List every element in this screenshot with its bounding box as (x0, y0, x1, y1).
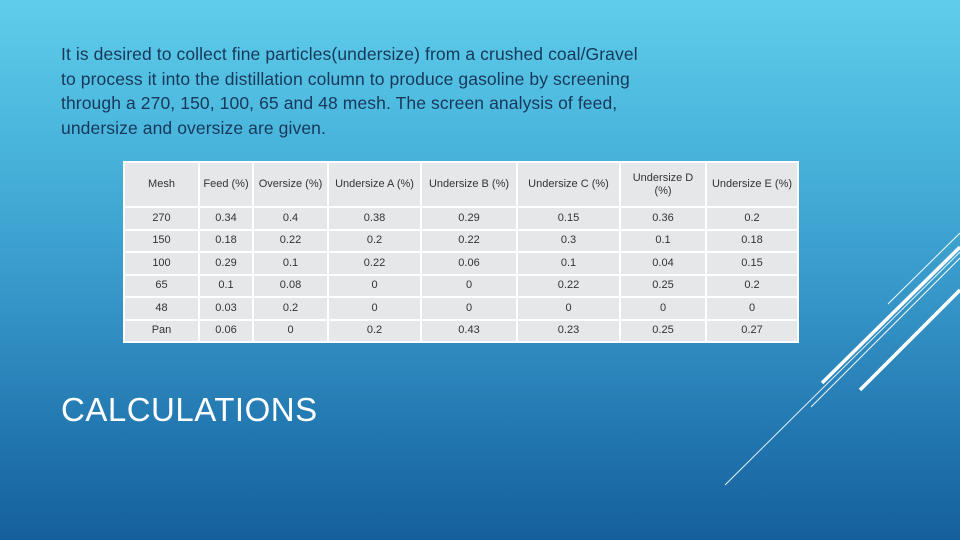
problem-statement: It is desired to collect fine particles(… (61, 42, 741, 140)
header-oversize: Oversize (%) (252, 161, 329, 208)
cell-undersize-d: 0.25 (619, 318, 707, 343)
header-mesh: Mesh (123, 161, 200, 208)
screen-analysis-table-container: Mesh Feed (%) Oversize (%) Undersize A (… (123, 161, 799, 343)
cell-undersize-a: 0.2 (327, 228, 422, 253)
cell-oversize: 0 (252, 318, 329, 343)
cell-undersize-b: 0.43 (420, 318, 518, 343)
cell-undersize-d: 0.04 (619, 251, 707, 276)
cell-oversize: 0.2 (252, 296, 329, 321)
cell-undersize-c: 0.15 (516, 206, 621, 231)
cell-mesh: 48 (123, 296, 200, 321)
cell-oversize: 0.08 (252, 273, 329, 298)
cell-undersize-e: 0.15 (705, 251, 799, 276)
cell-undersize-b: 0.06 (420, 251, 518, 276)
cell-mesh: Pan (123, 318, 200, 343)
cell-undersize-d: 0.25 (619, 273, 707, 298)
problem-line-4: undersize and oversize are given. (61, 117, 326, 138)
cell-undersize-e: 0.2 (705, 206, 799, 231)
cell-undersize-d: 0 (619, 296, 707, 321)
cell-undersize-e: 0.18 (705, 228, 799, 253)
cell-undersize-c: 0.23 (516, 318, 621, 343)
cell-undersize-e: 0.27 (705, 318, 799, 343)
cell-undersize-c: 0 (516, 296, 621, 321)
table-row: 100 0.29 0.1 0.22 0.06 0.1 0.04 0.15 (123, 251, 799, 276)
table-row: 48 0.03 0.2 0 0 0 0 0 (123, 296, 799, 321)
cell-oversize: 0.22 (252, 228, 329, 253)
cell-feed: 0.06 (198, 318, 254, 343)
table-header-row: Mesh Feed (%) Oversize (%) Undersize A (… (123, 161, 799, 208)
cell-undersize-c: 0.22 (516, 273, 621, 298)
cell-oversize: 0.1 (252, 251, 329, 276)
header-undersize-d: Undersize D (%) (619, 161, 707, 208)
header-undersize-e: Undersize E (%) (705, 161, 799, 208)
cell-undersize-d: 0.1 (619, 228, 707, 253)
table-row: Pan 0.06 0 0.2 0.43 0.23 0.25 0.27 (123, 318, 799, 343)
screen-analysis-table: Mesh Feed (%) Oversize (%) Undersize A (… (123, 161, 799, 343)
slide-title: CALCULATIONS (61, 391, 318, 428)
cell-undersize-a: 0.2 (327, 318, 422, 343)
cell-undersize-a: 0 (327, 296, 422, 321)
cell-undersize-c: 0.1 (516, 251, 621, 276)
cell-mesh: 100 (123, 251, 200, 276)
problem-line-2: to process it into the distillation colu… (61, 68, 630, 89)
cell-undersize-b: 0.29 (420, 206, 518, 231)
cell-undersize-b: 0 (420, 296, 518, 321)
header-undersize-b: Undersize B (%) (420, 161, 518, 208)
cell-feed: 0.29 (198, 251, 254, 276)
cell-undersize-e: 0 (705, 296, 799, 321)
cell-feed: 0.18 (198, 228, 254, 253)
table-row: 65 0.1 0.08 0 0 0.22 0.25 0.2 (123, 273, 799, 298)
cell-undersize-a: 0 (327, 273, 422, 298)
cell-oversize: 0.4 (252, 206, 329, 231)
cell-feed: 0.03 (198, 296, 254, 321)
problem-line-1: It is desired to collect fine particles(… (61, 44, 638, 64)
cell-undersize-d: 0.36 (619, 206, 707, 231)
cell-mesh: 65 (123, 273, 200, 298)
table-row: 270 0.34 0.4 0.38 0.29 0.15 0.36 0.2 (123, 206, 799, 231)
cell-undersize-a: 0.22 (327, 251, 422, 276)
cell-undersize-b: 0 (420, 273, 518, 298)
header-undersize-a: Undersize A (%) (327, 161, 422, 208)
problem-line-3: through a 270, 150, 100, 65 and 48 mesh.… (61, 93, 618, 113)
cell-undersize-e: 0.2 (705, 273, 799, 298)
cell-mesh: 270 (123, 206, 200, 231)
header-undersize-c: Undersize C (%) (516, 161, 621, 208)
cell-feed: 0.1 (198, 273, 254, 298)
header-feed: Feed (%) (198, 161, 254, 208)
